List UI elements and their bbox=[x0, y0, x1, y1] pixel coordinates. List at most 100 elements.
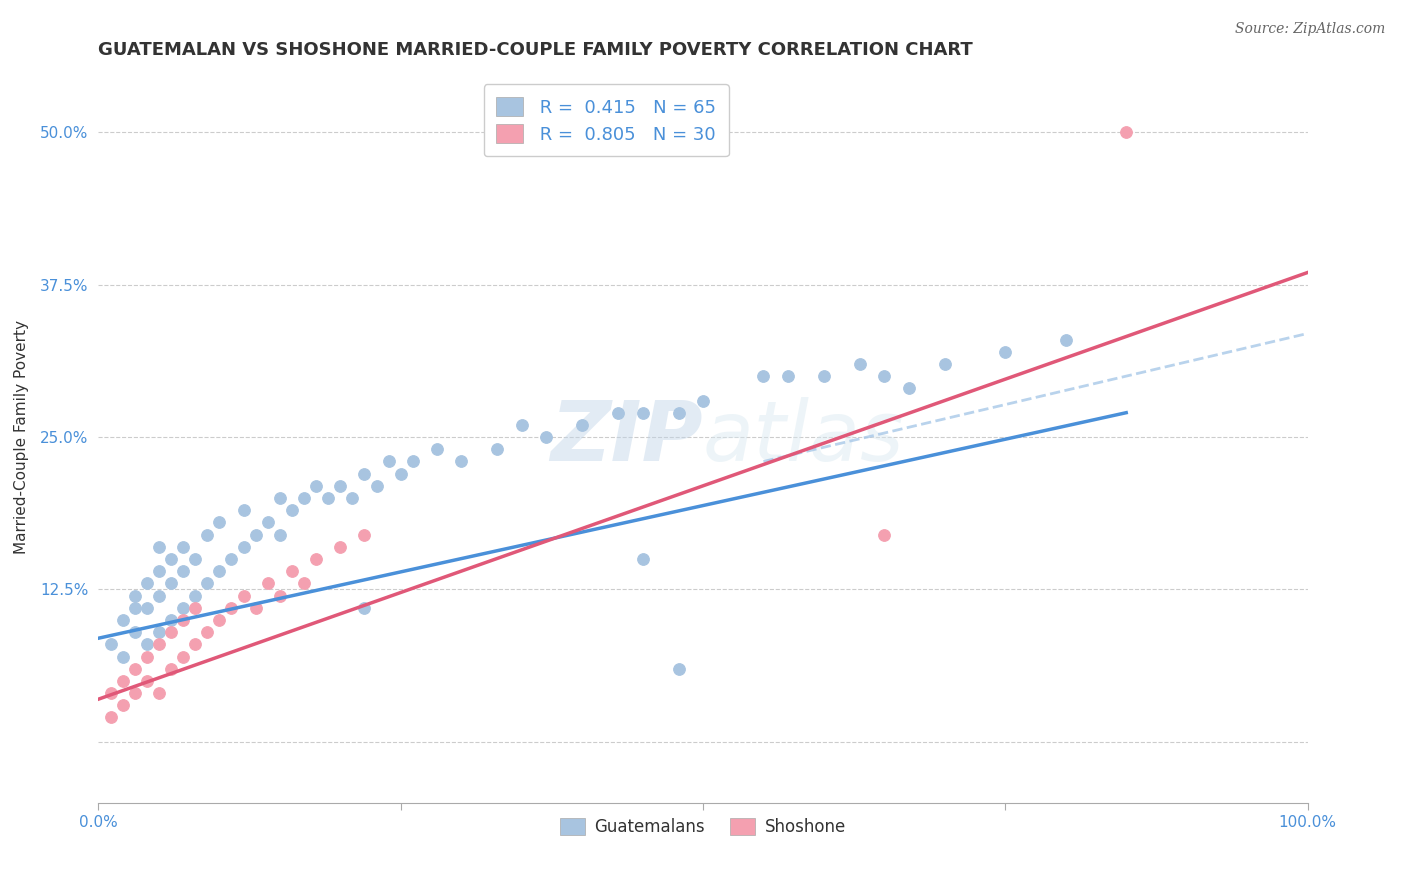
Point bbox=[607, 406, 630, 420]
Point bbox=[571, 417, 593, 432]
Point bbox=[135, 600, 157, 615]
Point bbox=[195, 576, 218, 591]
Point bbox=[353, 600, 375, 615]
Point bbox=[184, 589, 207, 603]
Point bbox=[111, 649, 134, 664]
Point bbox=[377, 454, 399, 468]
Point bbox=[873, 527, 896, 541]
Point bbox=[124, 662, 146, 676]
Point bbox=[172, 649, 194, 664]
Point bbox=[111, 698, 134, 713]
Point bbox=[148, 589, 170, 603]
Point bbox=[269, 527, 291, 541]
Point bbox=[353, 467, 375, 481]
Point bbox=[1054, 333, 1077, 347]
Point bbox=[692, 393, 714, 408]
Point bbox=[135, 576, 157, 591]
Point bbox=[366, 479, 388, 493]
Point bbox=[195, 625, 218, 640]
Point bbox=[172, 564, 194, 578]
Point bbox=[172, 600, 194, 615]
Point bbox=[934, 357, 956, 371]
Text: GUATEMALAN VS SHOSHONE MARRIED-COUPLE FAMILY POVERTY CORRELATION CHART: GUATEMALAN VS SHOSHONE MARRIED-COUPLE FA… bbox=[98, 41, 973, 59]
Point bbox=[232, 540, 254, 554]
Point bbox=[221, 552, 243, 566]
Point bbox=[292, 491, 315, 505]
Point bbox=[160, 576, 183, 591]
Point bbox=[135, 637, 157, 651]
Point bbox=[232, 589, 254, 603]
Point bbox=[208, 564, 231, 578]
Point bbox=[269, 491, 291, 505]
Point bbox=[148, 686, 170, 700]
Point bbox=[124, 600, 146, 615]
Point bbox=[873, 369, 896, 384]
Point bbox=[849, 357, 872, 371]
Point bbox=[124, 589, 146, 603]
Point bbox=[1115, 125, 1137, 139]
Point bbox=[160, 613, 183, 627]
Legend: Guatemalans, Shoshone: Guatemalans, Shoshone bbox=[550, 807, 856, 846]
Point bbox=[195, 527, 218, 541]
Point bbox=[160, 662, 183, 676]
Point bbox=[353, 527, 375, 541]
Point bbox=[402, 454, 425, 468]
Point bbox=[148, 625, 170, 640]
Point bbox=[305, 479, 328, 493]
Point bbox=[269, 589, 291, 603]
Text: atlas: atlas bbox=[703, 397, 904, 477]
Point bbox=[148, 540, 170, 554]
Point bbox=[776, 369, 799, 384]
Point bbox=[668, 662, 690, 676]
Point bbox=[232, 503, 254, 517]
Point bbox=[256, 516, 278, 530]
Point bbox=[292, 576, 315, 591]
Text: ZIP: ZIP bbox=[550, 397, 703, 477]
Point bbox=[172, 540, 194, 554]
Point bbox=[281, 503, 304, 517]
Point bbox=[135, 649, 157, 664]
Point bbox=[486, 442, 509, 457]
Point bbox=[184, 637, 207, 651]
Point bbox=[135, 673, 157, 688]
Point bbox=[148, 564, 170, 578]
Point bbox=[208, 613, 231, 627]
Point bbox=[160, 552, 183, 566]
Point bbox=[329, 540, 352, 554]
Point bbox=[100, 686, 122, 700]
Point bbox=[281, 564, 304, 578]
Point bbox=[510, 417, 533, 432]
Point bbox=[148, 637, 170, 651]
Point bbox=[813, 369, 835, 384]
Point bbox=[184, 600, 207, 615]
Point bbox=[221, 600, 243, 615]
Point bbox=[316, 491, 339, 505]
Point bbox=[752, 369, 775, 384]
Text: Source: ZipAtlas.com: Source: ZipAtlas.com bbox=[1234, 22, 1385, 37]
Point bbox=[994, 344, 1017, 359]
Y-axis label: Married-Couple Family Poverty: Married-Couple Family Poverty bbox=[14, 320, 30, 554]
Point bbox=[111, 673, 134, 688]
Point bbox=[450, 454, 472, 468]
Point bbox=[426, 442, 449, 457]
Point bbox=[342, 491, 364, 505]
Point bbox=[160, 625, 183, 640]
Point bbox=[124, 686, 146, 700]
Point bbox=[897, 381, 920, 395]
Point bbox=[245, 600, 267, 615]
Point bbox=[668, 406, 690, 420]
Point bbox=[631, 552, 654, 566]
Point bbox=[631, 406, 654, 420]
Point bbox=[184, 552, 207, 566]
Point bbox=[111, 613, 134, 627]
Point bbox=[256, 576, 278, 591]
Point bbox=[100, 710, 122, 724]
Point bbox=[100, 637, 122, 651]
Point bbox=[208, 516, 231, 530]
Point bbox=[305, 552, 328, 566]
Point bbox=[245, 527, 267, 541]
Point bbox=[329, 479, 352, 493]
Point bbox=[124, 625, 146, 640]
Point bbox=[389, 467, 412, 481]
Point bbox=[534, 430, 557, 444]
